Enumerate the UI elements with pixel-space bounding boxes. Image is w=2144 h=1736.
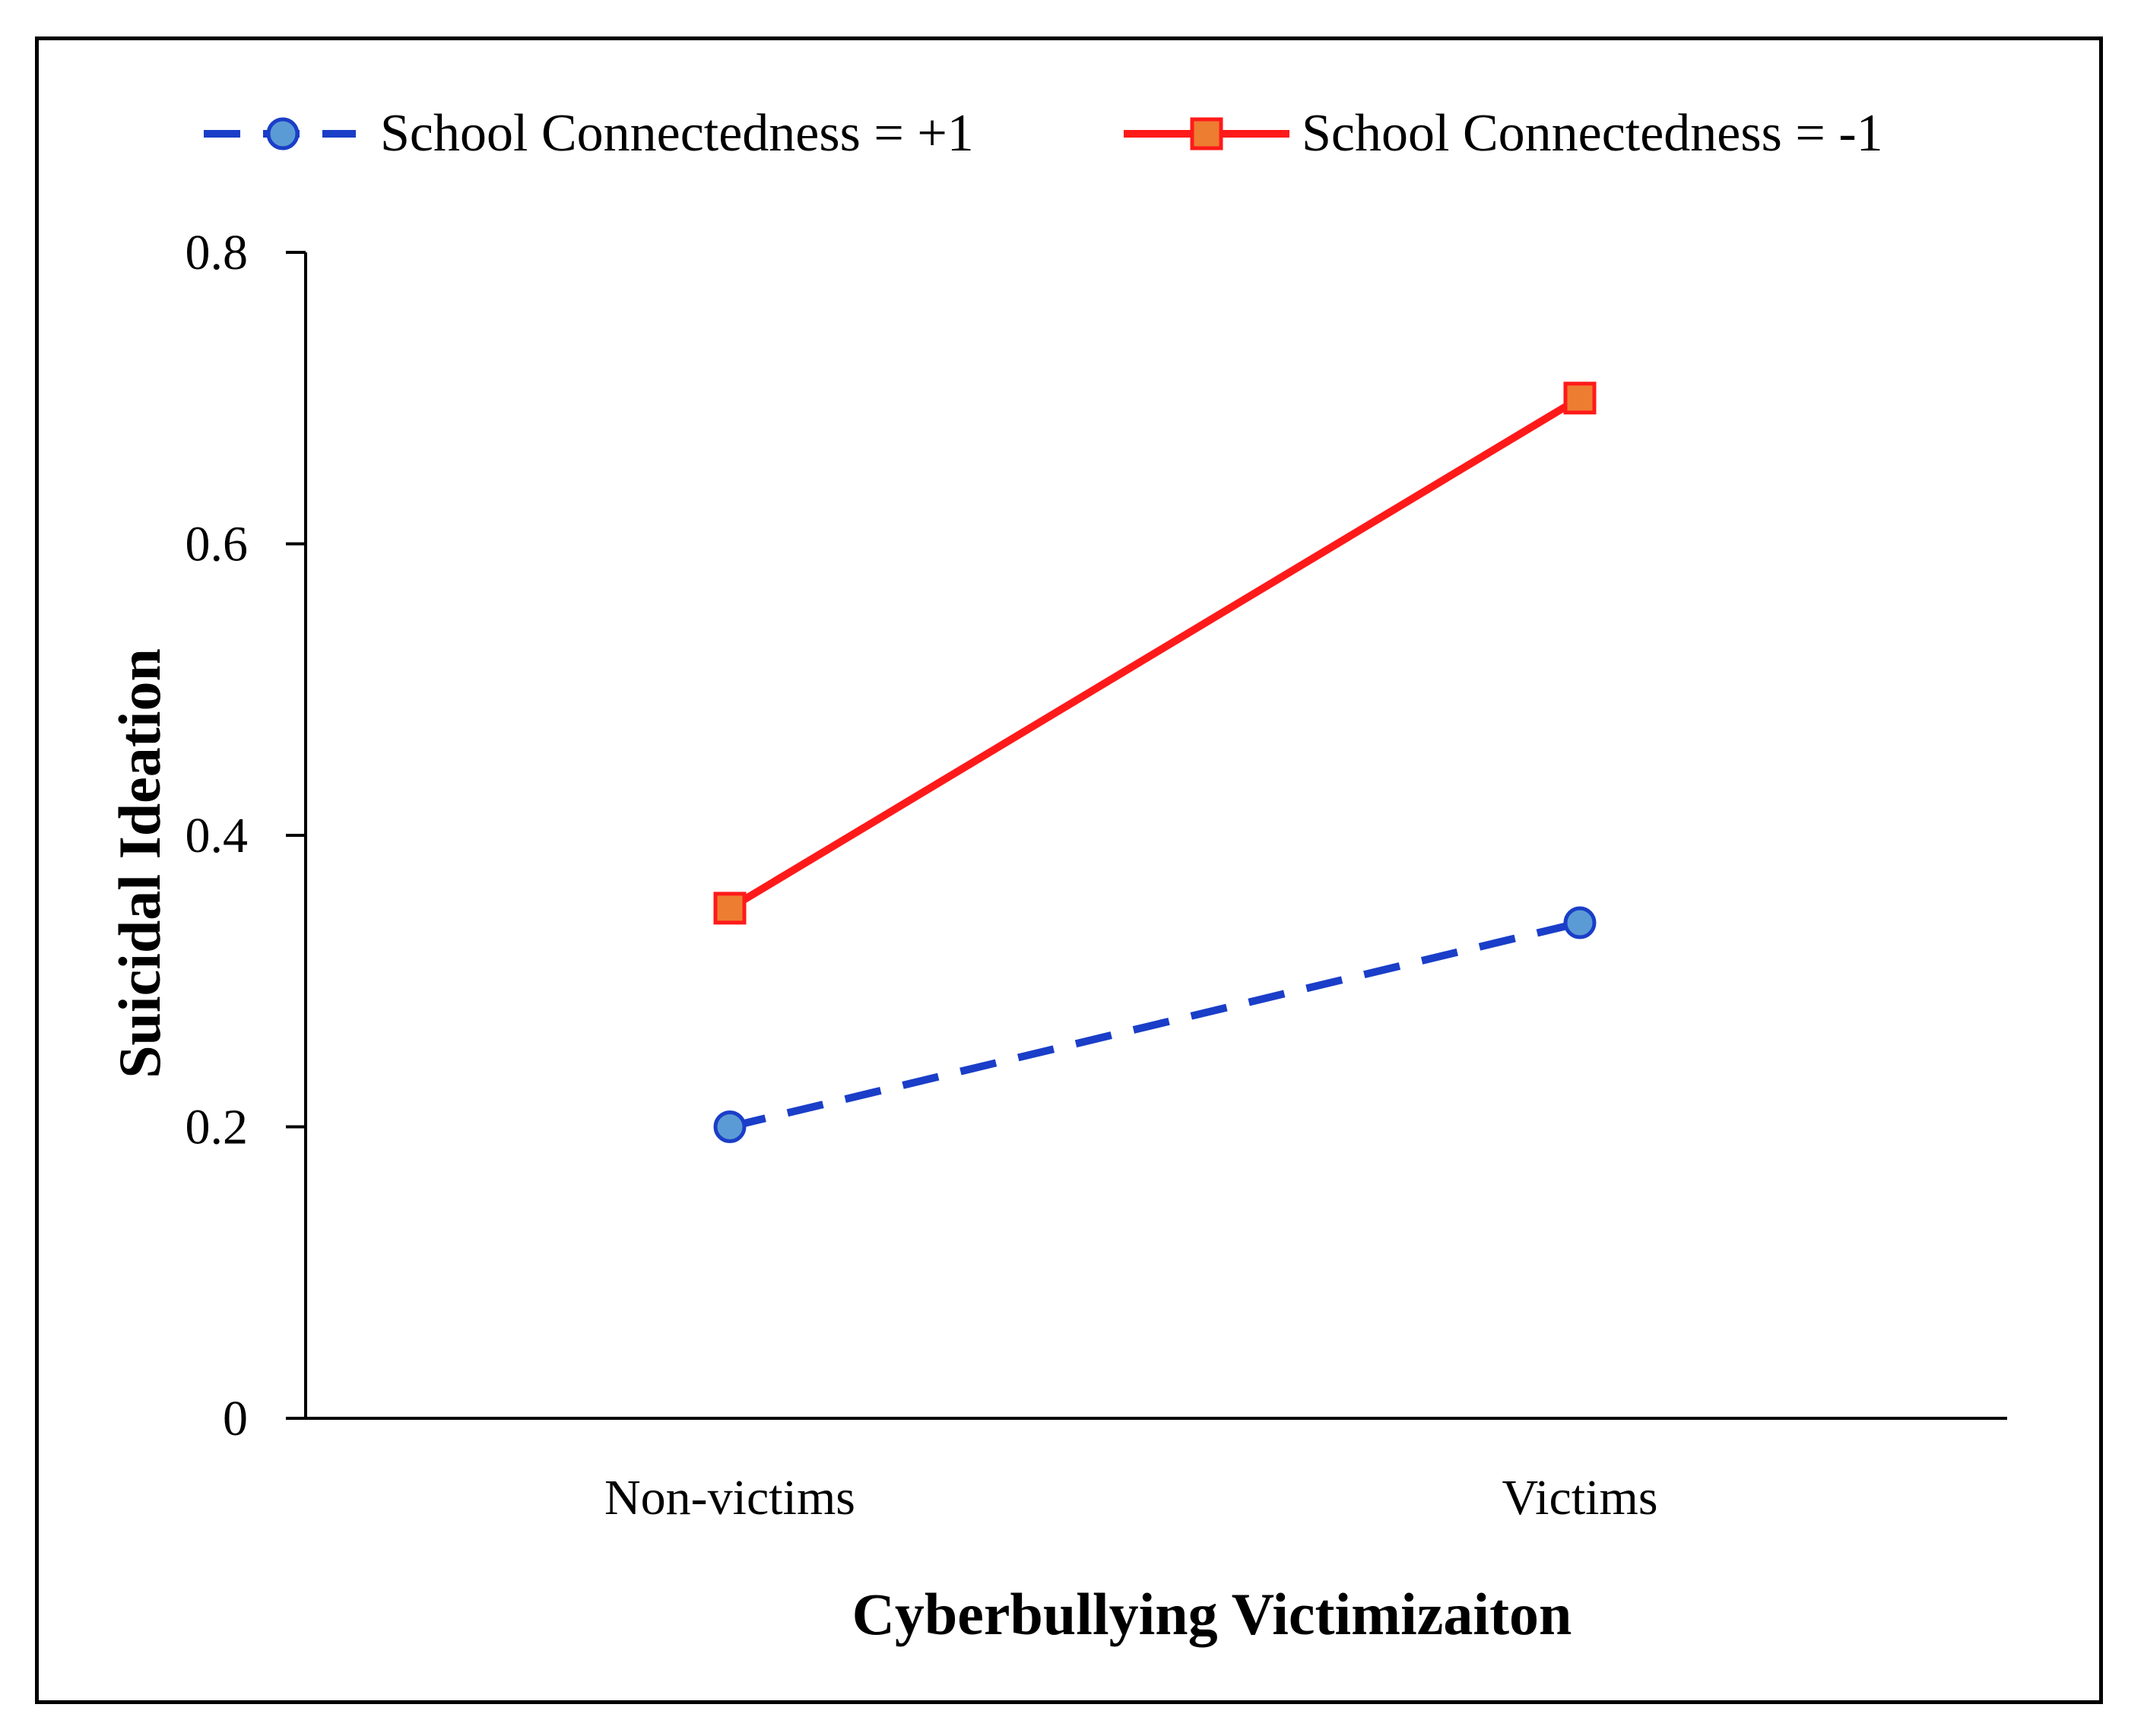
series-1-point bbox=[713, 1110, 747, 1143]
y-axis-title: Suicidal Ideation bbox=[106, 648, 173, 1079]
x-tick-label: Victims bbox=[1502, 1470, 1657, 1525]
series-2-point bbox=[713, 892, 747, 925]
y-tick-label: 0 bbox=[223, 1391, 248, 1446]
legend-marker-series-1 bbox=[266, 117, 300, 150]
chart-frame bbox=[35, 36, 2103, 1704]
series-2-point bbox=[1563, 382, 1597, 415]
y-ticks: 0 0.2 0.4 0.6 0.8 bbox=[186, 225, 306, 1446]
series-1 bbox=[713, 906, 1597, 1143]
x-tick-label: Non-victims bbox=[604, 1470, 855, 1525]
series-1-line bbox=[728, 919, 1581, 1131]
series-2-line bbox=[728, 394, 1582, 912]
y-tick-label: 0.6 bbox=[186, 517, 249, 572]
legend-marker-series-2 bbox=[1190, 117, 1223, 150]
legend-label-series-2: School Connectedness = -1 bbox=[1302, 104, 1883, 163]
legend-label-series-1: School Connectedness = +1 bbox=[380, 104, 974, 163]
x-ticks: Non-victims Victims bbox=[604, 1470, 1658, 1525]
y-tick-label: 0.2 bbox=[186, 1100, 249, 1155]
x-axis-title: Cyberbullying Victimizaiton bbox=[852, 1581, 1572, 1647]
legend-item-series-2: School Connectedness = -1 bbox=[1124, 104, 1883, 163]
legend-item-series-1: School Connectedness = +1 bbox=[204, 104, 974, 163]
series-2 bbox=[713, 382, 1597, 925]
legend: School Connectedness = +1 School Connect… bbox=[204, 104, 1883, 163]
series-layer bbox=[713, 382, 1597, 1143]
series-1-point bbox=[1563, 906, 1597, 939]
y-tick-label: 0.8 bbox=[186, 225, 249, 280]
y-tick-label: 0.4 bbox=[186, 808, 249, 863]
